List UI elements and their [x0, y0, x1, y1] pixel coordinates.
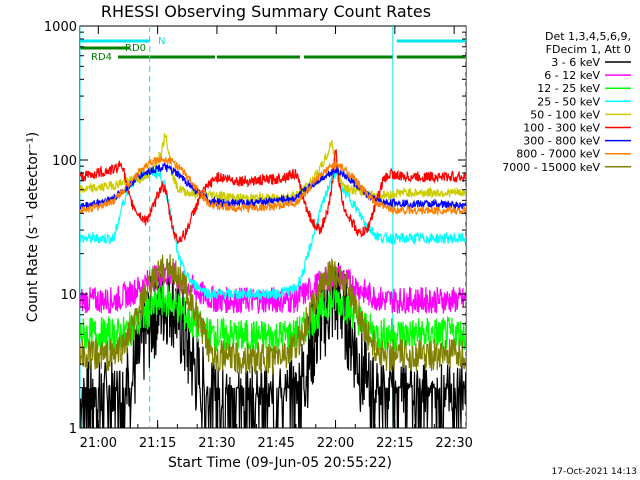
series-line-2	[80, 282, 466, 354]
x-tick-label-1: 21:15	[139, 436, 176, 451]
y-tick-label-0: 1	[69, 422, 77, 437]
series-line-8	[80, 254, 466, 375]
series-line-4	[80, 132, 466, 203]
legend-label-8: 7000 - 15000 keV	[502, 161, 600, 174]
x-tick-label-4: 22:00	[317, 436, 354, 451]
x-tick-label-5: 22:15	[376, 436, 413, 451]
y-tick-label-1: 10	[60, 288, 77, 303]
legend-label-0: 3 - 6 keV	[551, 56, 600, 69]
series-line-6	[80, 162, 466, 211]
flag-label-rd4: RD4	[91, 52, 112, 63]
series-group	[80, 132, 466, 428]
axes: 21:00 21:15 21:30 21:45 22:00 22:15 22:30 1 10 10…	[44, 20, 473, 451]
series-line-0	[80, 262, 466, 428]
legend-label-7: 800 - 7000 keV	[516, 148, 600, 161]
legend-label-1: 6 - 12 keV	[544, 69, 600, 82]
x-tick-label-3: 21:45	[257, 436, 294, 451]
legend-label-5: 100 - 300 keV	[523, 122, 600, 135]
flag-bars: N RD0 RD4	[80, 36, 466, 63]
x-tick-label-6: 22:30	[435, 436, 472, 451]
legend-label-3: 25 - 50 keV	[537, 95, 600, 108]
x-axis-label: Start Time (09-Jun-05 20:55:22)	[168, 455, 392, 471]
legend-header-1: FDecim 1, Att 0	[546, 43, 631, 56]
y-axis-label: Count Rate (s⁻¹ detector⁻¹)	[25, 132, 41, 322]
legend-label-4: 50 - 100 keV	[530, 108, 600, 121]
chart-title: RHESSI Observing Summary Count Rates	[101, 2, 431, 21]
flag-label-rd0: RD0	[125, 43, 146, 54]
legend: Det 1,3,4,5,6,9,FDecim 1, Att 03 - 6 keV…	[502, 30, 631, 174]
legend-label-6: 300 - 800 keV	[523, 135, 600, 148]
legend-header-0: Det 1,3,4,5,6,9,	[545, 30, 631, 43]
y-tick-label-3: 1000	[44, 20, 77, 35]
flag-label-n: N	[158, 36, 165, 47]
x-tick-label-0: 21:00	[80, 436, 117, 451]
legend-label-2: 12 - 25 keV	[537, 82, 600, 95]
footer-date: 17-Oct-2021 14:13	[552, 467, 637, 477]
series-line-5	[80, 148, 466, 245]
series-line-7	[80, 155, 466, 217]
x-tick-label-2: 21:30	[198, 436, 235, 451]
y-tick-label-2: 100	[52, 154, 77, 169]
